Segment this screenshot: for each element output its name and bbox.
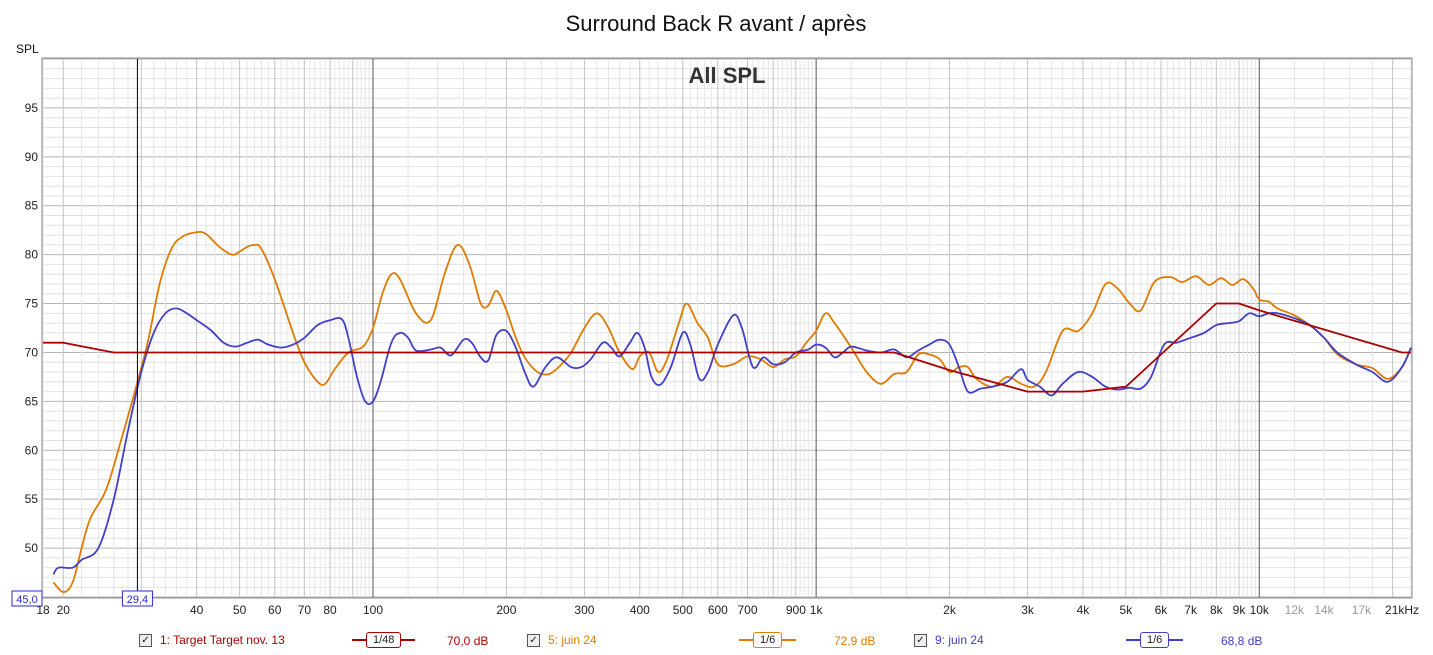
y-tick-label: 60 — [25, 443, 39, 457]
y-tick-label: 90 — [25, 150, 39, 164]
cursor-x-label: 29,4 — [127, 594, 148, 606]
y-tick-label: 85 — [25, 199, 39, 213]
y-tick-label: 80 — [25, 248, 39, 262]
smoothing-label-juin24-orange: 1/6 — [753, 632, 783, 648]
x-tick-label: 10k — [1250, 603, 1270, 617]
x-tick-label: 6k — [1155, 603, 1169, 617]
checkbox-target[interactable]: ✓ — [139, 633, 152, 647]
x-tick-label: 70 — [298, 603, 312, 617]
x-tick-label: 5k — [1120, 603, 1134, 617]
x-tick-label: 17k — [1352, 603, 1372, 617]
x-tick-label: 4k — [1077, 603, 1091, 617]
y-tick-label: 65 — [25, 394, 39, 408]
y-tick-label: 55 — [25, 492, 39, 506]
checkbox-juin24-blue[interactable]: ✓ — [914, 633, 927, 647]
x-tick-label: 200 — [496, 603, 516, 617]
x-tick-label: 80 — [323, 603, 337, 617]
x-tick-label: 60 — [268, 603, 282, 617]
x-tick-label: 12k — [1285, 603, 1305, 617]
series-line-target — [43, 302, 1411, 393]
x-tick-label: 400 — [630, 603, 650, 617]
cursor-x-box — [121, 590, 153, 607]
x-tick-label: 900 — [786, 603, 806, 617]
level-juin24-blue: 68,8 dB — [1221, 634, 1263, 648]
x-tick-label: 40 — [190, 603, 204, 617]
x-tick-label: 500 — [673, 603, 693, 617]
cursor-y-box — [11, 590, 43, 607]
plot-area — [43, 59, 1411, 597]
legend-item-juin24-orange[interactable]: ✓ 5: juin 24 — [527, 633, 597, 647]
y-tick-label: 70 — [25, 345, 39, 359]
x-tick-label: 21kHz — [1385, 603, 1419, 617]
legend: ✓ 1: Target Target nov. 13 1/48 70,0 dB … — [0, 631, 1433, 653]
smoothing-badge-juin24-orange[interactable]: 1/6 — [739, 632, 797, 648]
series-line-juin24-blue — [52, 307, 1412, 576]
x-tick-label: 14k — [1314, 603, 1334, 617]
plot-frame — [41, 57, 1413, 599]
checkbox-juin24-orange[interactable]: ✓ — [527, 633, 540, 647]
x-tick-label: 9k — [1233, 603, 1247, 617]
x-tick-label: 100 — [363, 603, 383, 617]
chart-subtitle: All SPL — [688, 63, 765, 88]
legend-label-target: 1: Target Target nov. 13 — [160, 633, 285, 647]
smoothing-badge-target[interactable]: 1/48 — [352, 632, 416, 648]
x-tick-label: 20 — [57, 603, 71, 617]
legend-label-juin24-orange: 5: juin 24 — [548, 633, 597, 647]
smoothing-label-target: 1/48 — [366, 632, 402, 648]
y-axis-label: SPL — [16, 42, 39, 56]
legend-label-juin24-blue: 9: juin 24 — [935, 633, 984, 647]
cursor-y-label: 45,0 — [16, 594, 37, 606]
x-tick-label: 50 — [233, 603, 247, 617]
smoothing-label-juin24-blue: 1/6 — [1140, 632, 1170, 648]
x-tick-label: 600 — [708, 603, 728, 617]
x-tick-label: 2k — [943, 603, 957, 617]
level-juin24-orange: 72,9 dB — [834, 634, 876, 648]
y-tick-label: 50 — [25, 541, 39, 555]
series-line-juin24-orange — [52, 230, 1412, 593]
level-target: 70,0 dB — [447, 634, 489, 648]
smoothing-badge-juin24-blue[interactable]: 1/6 — [1126, 632, 1184, 648]
x-tick-label: 7k — [1184, 603, 1198, 617]
cursor-layer: 29,4 45,0 — [11, 59, 153, 607]
y-tick-label: 95 — [25, 101, 39, 115]
x-tick-label: 8k — [1210, 603, 1224, 617]
x-tick-label: 300 — [574, 603, 594, 617]
series-layer — [43, 230, 1412, 593]
x-tick-label: 700 — [737, 603, 757, 617]
y-tick-label: 75 — [25, 297, 39, 311]
legend-item-target[interactable]: ✓ 1: Target Target nov. 13 — [139, 633, 285, 647]
x-tick-label: 1k — [810, 603, 824, 617]
legend-item-juin24-blue[interactable]: ✓ 9: juin 24 — [914, 633, 984, 647]
x-tick-label: 3k — [1021, 603, 1035, 617]
chart-title: Surround Back R avant / après — [566, 11, 867, 36]
